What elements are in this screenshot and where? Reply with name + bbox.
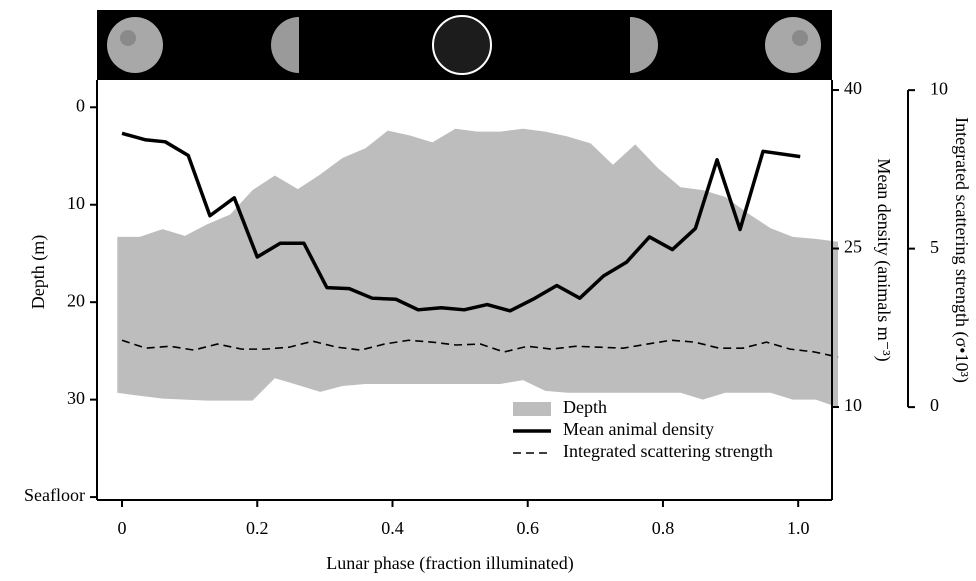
x-tick-label: 0.4 [381, 518, 404, 538]
new-moon [432, 15, 492, 75]
y-tick-label: Seafloor [24, 485, 85, 505]
half-moon [630, 17, 658, 73]
plot-area: 0 0.2 0.4 0.6 0.8 1.0 0 10 20 30 Seafloor 10 25 40 0 5 1… [24, 78, 948, 538]
y3-tick-label: 10 [930, 78, 948, 98]
x-axis-title: Lunar phase (fraction illuminated) [326, 553, 573, 574]
full-moon [765, 17, 821, 73]
legend-swatch [513, 402, 551, 416]
moon-crater [792, 30, 808, 46]
legend-label: Integrated scattering strength [563, 441, 773, 461]
data-line [121, 131, 801, 313]
full-moon [107, 17, 163, 73]
legend-label: Mean animal density [563, 419, 714, 439]
half-moon [271, 17, 299, 73]
dashed-line [121, 339, 839, 358]
x-tick-label: 1.0 [787, 518, 810, 538]
y2-tick-label: 25 [844, 237, 862, 257]
y-tick-label: 10 [67, 193, 85, 213]
y3-axis-title: Integrated scattering strength (σ•10³) [951, 117, 972, 383]
x-tick-label: 0 [118, 518, 127, 538]
y-tick-label: 30 [67, 388, 85, 408]
y-tick-label: 0 [76, 95, 85, 115]
moon-strip [97, 10, 832, 80]
y-axis-title: Depth (m) [28, 235, 49, 309]
x-tick-label: 0.6 [516, 518, 539, 538]
x-tick-label: 0.2 [246, 518, 269, 538]
y2-tick-label: 40 [844, 78, 862, 98]
y2-tick-label: 10 [844, 395, 862, 415]
y2-axis-title: Mean density (animals m⁻³) [873, 158, 894, 361]
moon-crater [120, 30, 136, 46]
x-tick-label: 0.8 [652, 518, 675, 538]
legend-label: Depth [563, 397, 607, 417]
y3-tick-label: 5 [930, 237, 939, 257]
y-tick-label: 20 [67, 290, 85, 310]
depth-band [117, 128, 839, 408]
y3-tick-label: 0 [930, 395, 939, 415]
